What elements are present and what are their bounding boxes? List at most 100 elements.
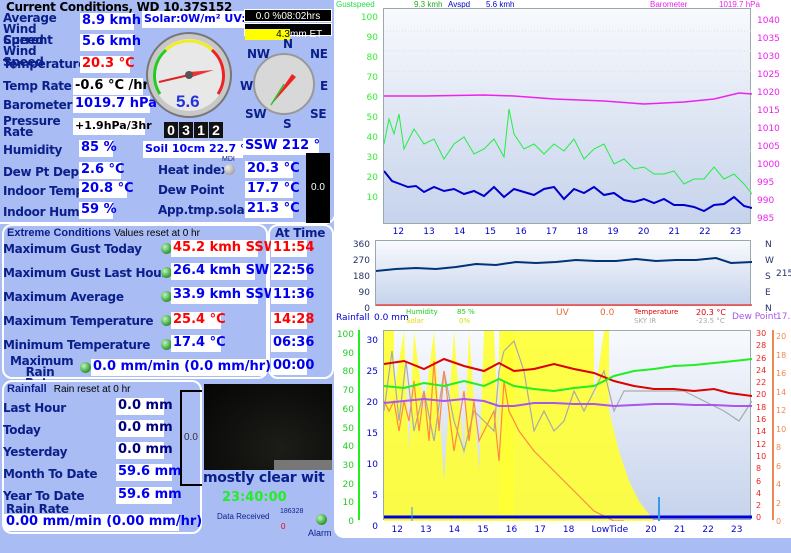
- tick: 8: [756, 464, 762, 474]
- avg-wind-label: Average Wind Speed: [3, 11, 57, 47]
- indoor-hum-value: 59 %: [79, 202, 117, 219]
- tick: 60: [366, 93, 378, 103]
- et-unit: mm ET: [290, 29, 323, 40]
- legend-avspd-value: 5.6 kmh: [486, 0, 515, 9]
- tick: 40: [366, 133, 378, 143]
- tick: 21: [668, 227, 680, 237]
- barometer-label: Barometer: [3, 98, 73, 112]
- extreme-label: Maximum Gust Today: [3, 242, 142, 256]
- tick: S: [765, 272, 771, 282]
- tick: 990: [757, 196, 775, 206]
- tick: 0: [756, 513, 762, 523]
- indoor-temp-label: Indoor Temp.: [3, 184, 88, 198]
- legend-barometer-value: 1019.7 hPa: [719, 0, 760, 9]
- tick: 23: [730, 525, 743, 535]
- extreme-time: 14:28: [271, 312, 315, 329]
- extreme-title: Extreme Conditions Values reset at 0 hr: [7, 227, 200, 239]
- tick: 1000: [757, 160, 780, 170]
- chart3-legend: Rainfall 0.0 mm Humidity 85 % Solar 0% U…: [334, 308, 791, 326]
- tick: 24: [756, 365, 767, 375]
- odometer: 0 3 1 2: [164, 122, 223, 138]
- chart3-x-axis: 12 13 14 15 16 17 18 LowTide 20 21 22 23: [383, 525, 751, 535]
- tick: 18: [562, 525, 575, 535]
- dew-depr-label: Dew Pt Depr.: [3, 165, 87, 179]
- tick: 10: [342, 498, 354, 509]
- rain-month-label: Month To Date: [3, 467, 98, 481]
- tick: 18: [756, 402, 767, 412]
- forecast-text: mostly clear wit: [203, 470, 325, 486]
- extreme-time: 00:00: [271, 358, 315, 375]
- tick: 50: [342, 423, 354, 434]
- rainfall-panel: [2, 380, 202, 534]
- alarm-label[interactable]: Alarm: [308, 528, 332, 538]
- rain-gauge-bracket: [180, 390, 202, 486]
- tick: 995: [757, 178, 775, 188]
- tick: 10: [756, 451, 767, 461]
- odometer-digit: 1: [194, 122, 208, 138]
- tick: 21: [673, 525, 686, 535]
- tick: 17: [534, 525, 546, 535]
- tick: 360: [352, 240, 370, 250]
- tick: 1040: [757, 16, 780, 26]
- status-led: [161, 315, 172, 326]
- chart3-plot: [383, 330, 752, 521]
- extreme-label: Maximum Average: [3, 290, 124, 304]
- tick: 40: [342, 442, 354, 453]
- tick: 19: [607, 227, 619, 237]
- tick: 23: [729, 227, 742, 237]
- rain-yesterday-value: 0.0 mm: [116, 442, 173, 459]
- tick: 15: [484, 227, 497, 237]
- legend-barometer: Barometer: [650, 0, 688, 9]
- tick: 30: [756, 329, 767, 338]
- tick: 14: [776, 387, 787, 397]
- extreme-time: 06:36: [271, 335, 315, 352]
- tick: 2: [756, 501, 762, 511]
- chart2-compass-labels: N W S E N: [765, 237, 774, 317]
- extreme-time: 22:56: [271, 263, 315, 280]
- tick: 20: [366, 173, 378, 183]
- tick: 1025: [757, 70, 780, 80]
- app-temp-value: 21.3 °C: [245, 201, 300, 218]
- tick: N: [765, 240, 772, 250]
- indoor-hum-label: Indoor Hum.: [3, 205, 84, 219]
- rain-last-hour-value: 0.0 mm: [116, 398, 173, 415]
- status-led: [161, 243, 172, 254]
- humidity-label: Humidity: [3, 143, 63, 157]
- extreme-time: 11:36: [271, 287, 315, 304]
- tick: 30: [366, 336, 378, 346]
- rain-year-label: Year To Date: [3, 489, 85, 503]
- temp-rate-label: Temp Rate: [3, 79, 72, 93]
- tick: 0: [348, 517, 354, 528]
- legend-uv-value: 0.0: [600, 308, 615, 318]
- sunshine-box: 0.0 %08:02hrs: [244, 9, 332, 22]
- tick: 30: [342, 460, 354, 471]
- status-led: [161, 291, 172, 302]
- dew-depr-value: 2.6 °C: [79, 162, 125, 179]
- tick: W: [765, 256, 774, 266]
- barometer-value: 1019.7 hPa: [73, 96, 157, 113]
- tick: 0: [372, 522, 378, 532]
- rain-today-value: 0.0 mm: [116, 420, 173, 437]
- alarm-led[interactable]: [316, 514, 327, 525]
- extreme-title-text: Extreme Conditions: [7, 227, 111, 239]
- compass-s: S: [283, 117, 292, 131]
- webcam-image: [204, 384, 332, 470]
- tick: 1015: [757, 106, 780, 116]
- tick: 12: [391, 525, 403, 535]
- wind-speed-gauge: 5.6: [146, 32, 232, 118]
- tick: 1035: [757, 34, 780, 44]
- error-count: 0: [281, 522, 286, 531]
- tick: 10: [776, 424, 787, 434]
- rain-rate-label: Rain Rate: [6, 502, 69, 516]
- indoor-temp-value: 20.8 °C: [79, 181, 134, 198]
- tick: 14: [756, 427, 767, 437]
- tick: 20: [342, 479, 354, 490]
- cur-wind-value: 5.6 kmh: [80, 34, 142, 51]
- tick: LowTide: [591, 525, 629, 535]
- chart2-current-value: 215: [776, 269, 791, 279]
- tick: 70: [342, 386, 354, 397]
- tick: 180: [352, 272, 370, 282]
- tick: 90: [366, 33, 378, 43]
- legend-gustspeed-value: 9.3 kmh: [414, 0, 443, 9]
- tick: 13: [423, 227, 435, 237]
